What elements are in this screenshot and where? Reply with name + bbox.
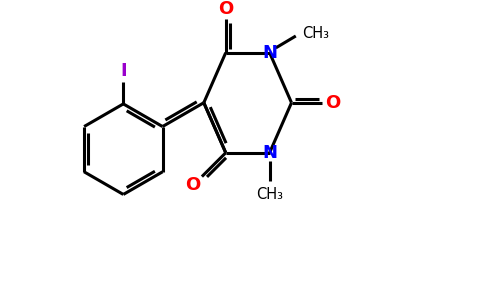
- Text: O: O: [218, 0, 233, 18]
- Text: CH₃: CH₃: [256, 187, 283, 202]
- Text: CH₃: CH₃: [302, 26, 329, 41]
- Text: N: N: [262, 44, 277, 62]
- Text: N: N: [262, 144, 277, 162]
- Text: O: O: [325, 94, 341, 112]
- Text: I: I: [120, 62, 127, 80]
- Text: O: O: [185, 176, 200, 194]
